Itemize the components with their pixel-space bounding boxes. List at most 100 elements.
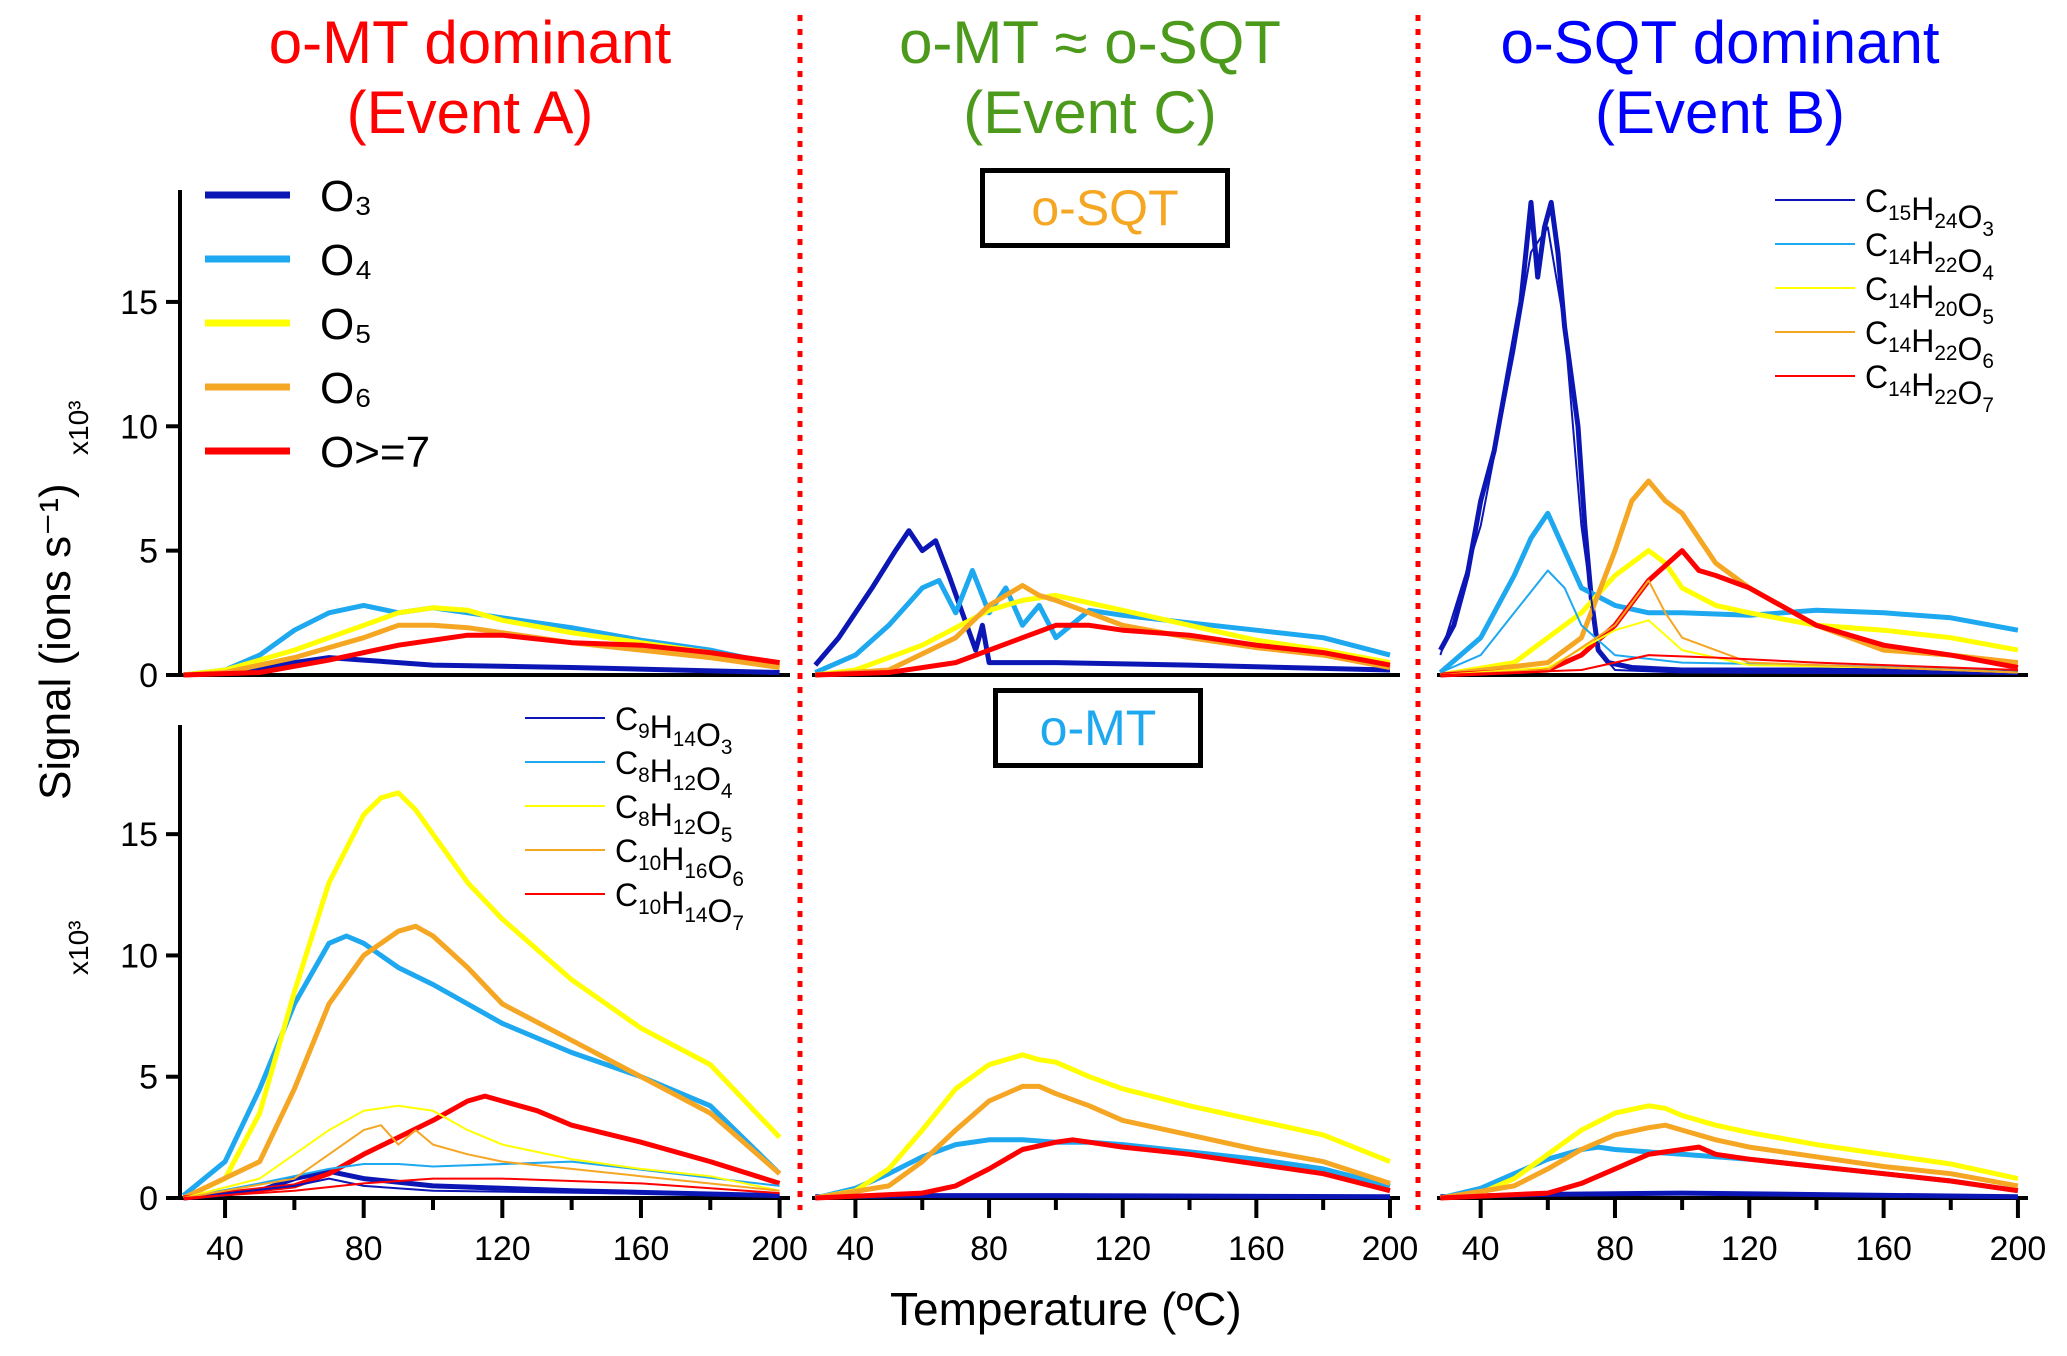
legend-text-part: C <box>1865 227 1888 263</box>
x-tick-label: 160 <box>613 1230 670 1268</box>
series-line <box>1440 548 2019 678</box>
legend-text-part: 8 <box>638 808 650 831</box>
legend-text-part: O <box>1958 331 1983 367</box>
y-tick-label: 10 <box>120 937 158 975</box>
legend-label: C15H24O3 <box>1865 183 1994 241</box>
series-line <box>182 790 782 1201</box>
legend-text-part: C <box>1865 315 1888 351</box>
series-line <box>1439 548 2019 678</box>
x-tick-label: 120 <box>1721 1230 1778 1268</box>
legend-text-part: 4 <box>1982 262 1994 285</box>
legend-text-part: C <box>615 701 638 737</box>
series-line <box>815 622 1391 678</box>
title-right-line2: (Event B) <box>1594 79 1846 146</box>
legend-text-part: O <box>696 761 721 797</box>
series-line <box>182 923 782 1201</box>
series-line <box>814 568 1391 675</box>
series-line <box>183 1177 780 1199</box>
series-line <box>815 1137 1391 1201</box>
legend-label: C10H14O7 <box>615 877 744 935</box>
legend-text-part: O <box>1958 287 1983 323</box>
series-line <box>1439 226 2018 675</box>
title-middle-line2: (Event C) <box>963 79 1217 146</box>
legend-text-part: H <box>650 753 673 789</box>
x-tick-label: 40 <box>206 1230 244 1268</box>
series-line <box>183 1104 780 1199</box>
title-right-line1: o-SQT dominant <box>1500 9 1940 76</box>
legend-text-part: 22 <box>1934 342 1957 365</box>
legend-text-part: O <box>1958 375 1983 411</box>
legend-text-part: 12 <box>673 816 696 839</box>
series-line <box>183 1160 780 1199</box>
legend-label: C14H20O5 <box>1865 271 1994 329</box>
x-tick-label: 80 <box>345 1230 383 1268</box>
legend-text-part: H <box>650 709 673 745</box>
x-tick-label: 200 <box>1990 1230 2047 1268</box>
legend-text-part: 14 <box>684 904 707 927</box>
legend-text-part: 9 <box>638 720 650 743</box>
legend-label: O₆ <box>320 364 372 413</box>
series-line <box>1440 478 2019 678</box>
y-tick-label: 15 <box>120 816 158 854</box>
legend-text-part: 5 <box>721 824 733 847</box>
legend-text-part: C <box>615 833 638 869</box>
legend-text-part: C <box>615 789 638 825</box>
legend-text-part: O <box>696 717 721 753</box>
legend-label: O₅ <box>320 300 372 349</box>
series-line <box>1440 579 2018 676</box>
legend-text-part: 10 <box>638 852 661 875</box>
x-tick-label: 80 <box>1596 1230 1634 1268</box>
y-tick-label: 0 <box>139 1180 158 1218</box>
legend-text-part: 20 <box>1934 298 1957 321</box>
legend-label: O>=7 <box>320 428 430 477</box>
box-label-osqt: o-SQT <box>980 168 1230 248</box>
x-axis-label: Temperature (ºC) <box>890 1283 1242 1335</box>
legend-text-part: 14 <box>1888 246 1911 269</box>
series-line <box>814 1052 1391 1201</box>
title-left-line2: (Event A) <box>346 79 594 146</box>
title-middle-line1: o-MT ≈ o-SQT <box>899 9 1281 76</box>
x-tick-label: 40 <box>837 1230 875 1268</box>
legend-label: C8H12O5 <box>615 789 732 847</box>
legend-text-part: 14 <box>673 728 696 751</box>
title-left: o-MT dominant (Event A) <box>200 8 740 148</box>
series-line <box>1438 510 2019 675</box>
x-tick-label: 160 <box>1228 1230 1285 1268</box>
legend-text-part: H <box>1911 279 1934 315</box>
series-line <box>1440 1144 2019 1201</box>
series-line <box>183 1124 780 1199</box>
legend-text-part: H <box>1911 367 1934 403</box>
title-left-line1: o-MT dominant <box>268 9 672 76</box>
series-line <box>814 1083 1391 1201</box>
x-tick-label: 80 <box>970 1230 1008 1268</box>
legend-label: C10H16O6 <box>615 833 744 891</box>
legend-text-part: O <box>1958 243 1983 279</box>
x-tick-label: 40 <box>1462 1230 1500 1268</box>
legend-label: O₃ <box>320 172 372 221</box>
series-line <box>813 528 1391 673</box>
series-line <box>1439 1122 2019 1201</box>
legend-text-part: 24 <box>1934 210 1957 233</box>
legend-label: C14H22O6 <box>1865 315 1994 373</box>
series-line <box>183 622 780 678</box>
series-line <box>183 632 780 678</box>
legend-text-part: 15 <box>1888 202 1911 225</box>
legend-label: C14H22O4 <box>1865 227 1994 285</box>
legend-text-part: H <box>661 841 684 877</box>
panel-bottom-left: 0 5 10 15 x10³ 40 80 120 160 200 <box>63 725 808 1268</box>
series-line <box>1440 569 2018 674</box>
legend-text-part: 10 <box>638 896 661 919</box>
legend-text-part: O <box>696 805 721 841</box>
panel-bottom-middle: 40 80 120 160 200 <box>812 1052 1418 1268</box>
legend-text-part: 6 <box>1982 350 1994 373</box>
y-tick-label: 0 <box>139 657 158 695</box>
y-axis-label: Signal (ions s⁻¹) <box>31 483 80 800</box>
legend-label: O₄ <box>320 236 372 285</box>
legend-text-part: C <box>615 745 638 781</box>
x-tick-label: 160 <box>1855 1230 1912 1268</box>
legend-label: C14H22O7 <box>1865 359 1994 417</box>
legend-text-part: H <box>1911 235 1934 271</box>
series-line <box>1438 199 2018 675</box>
